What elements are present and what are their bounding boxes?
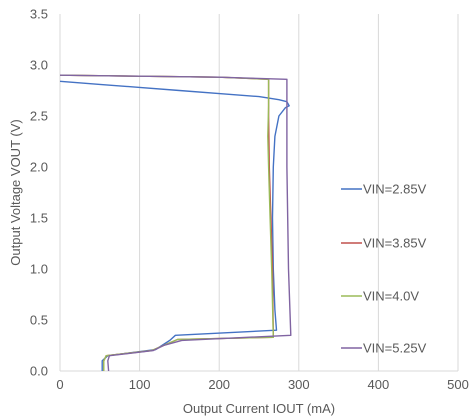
y-tick-label: 1.0 [30, 262, 48, 277]
y-tick-label: 3.0 [30, 58, 48, 73]
y-tick-label: 0.0 [30, 364, 48, 379]
legend-label-3: VIN=4.0V [363, 289, 419, 304]
x-tick-label: 500 [447, 377, 469, 392]
x-tick-label: 0 [56, 377, 63, 392]
x-tick-label: 300 [288, 377, 310, 392]
series-line-4 [59, 74, 292, 372]
y-tick-label: 3.5 [30, 7, 48, 22]
x-tick-label: 200 [208, 377, 230, 392]
legend: VIN=2.85V VIN=3.85V VIN=4.0V VIN=5.25V [341, 182, 427, 356]
series-line-2 [59, 74, 274, 371]
x-tick-label: 400 [368, 377, 390, 392]
legend-label-1: VIN=2.85V [363, 182, 427, 197]
y-tick-label: 1.5 [30, 211, 48, 226]
y-tick-label: 2.0 [30, 160, 48, 175]
y-axis-ticks: 0.0 0.5 1.0 1.5 2.0 2.5 3.0 3.5 [30, 7, 48, 379]
x-tick-label: 100 [129, 377, 151, 392]
series-line-3 [59, 74, 274, 371]
legend-label-4: VIN=5.25V [363, 341, 427, 356]
y-axis-title: Output Voltage VOUT (V) [8, 119, 23, 265]
legend-label-2: VIN=3.85V [363, 236, 427, 251]
series-line-1 [59, 80, 290, 371]
y-tick-label: 2.5 [30, 109, 48, 124]
grid-lines [59, 14, 459, 372]
x-axis-ticks: 0 100 200 300 400 500 [56, 377, 468, 392]
y-tick-label: 0.5 [30, 313, 48, 328]
x-axis-title: Output Current IOUT (mA) [183, 401, 335, 416]
series-lines [59, 74, 292, 372]
